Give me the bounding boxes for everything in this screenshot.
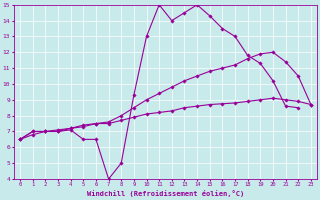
X-axis label: Windchill (Refroidissement éolien,°C): Windchill (Refroidissement éolien,°C) bbox=[87, 190, 244, 197]
